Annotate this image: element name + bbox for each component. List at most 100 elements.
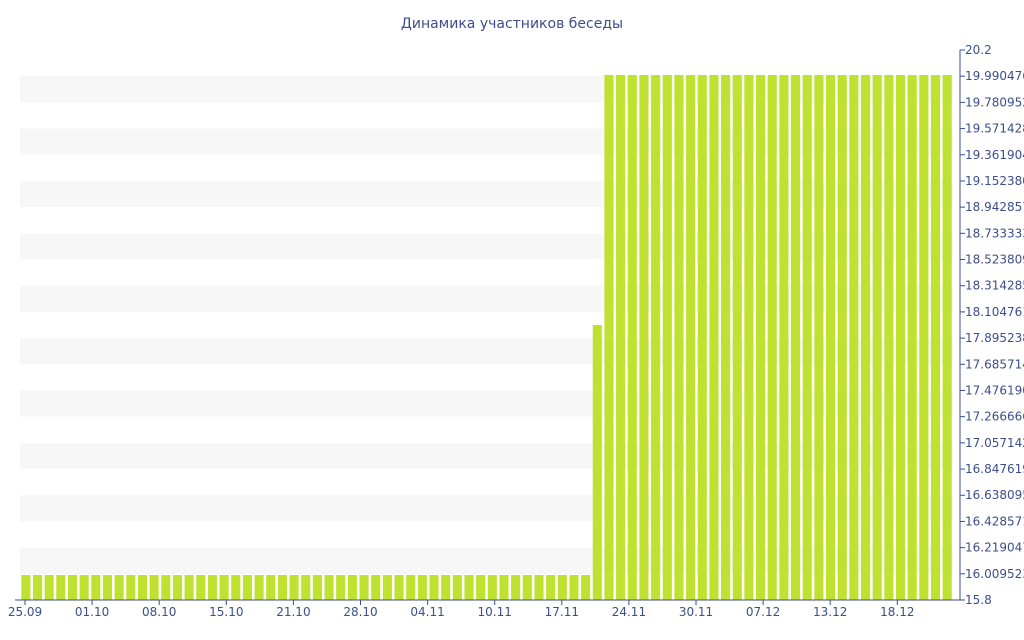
chart-title: Динамика участников беседы xyxy=(401,16,623,32)
bar xyxy=(452,575,462,600)
x-tick-label: 18.12 xyxy=(880,605,914,619)
bar xyxy=(919,75,929,600)
bar xyxy=(417,575,427,600)
bar xyxy=(21,575,31,600)
bar xyxy=(522,575,532,600)
bar xyxy=(137,575,148,600)
x-tick-label: 30.11 xyxy=(679,605,713,619)
bar xyxy=(196,575,206,600)
bar xyxy=(91,575,101,600)
x-tick-label: 08.10 xyxy=(142,605,176,619)
y-tick-label: 19.152380 xyxy=(965,174,1024,188)
bar xyxy=(732,75,742,600)
bar xyxy=(266,575,276,600)
y-tick-label: 19.361904 xyxy=(965,148,1024,162)
bar xyxy=(324,575,334,600)
bar xyxy=(592,325,602,600)
y-tick-label: 17.266666 xyxy=(965,410,1024,424)
y-tick-label: 19.990476 xyxy=(965,69,1024,83)
y-tick-label: 16.847619 xyxy=(965,462,1024,476)
bar xyxy=(546,575,556,600)
x-axis: 25.09 01.10 08.10 15.10 21.10 28.10 04.11 10.11… xyxy=(8,599,960,619)
y-tick-label: 16.219047 xyxy=(965,541,1024,555)
grid-band xyxy=(20,442,953,470)
y-tick-label: 19.780952 xyxy=(965,95,1024,109)
bar xyxy=(662,75,672,600)
bar xyxy=(884,75,894,600)
grid-band xyxy=(20,233,953,260)
bar xyxy=(67,575,78,600)
bar xyxy=(32,575,43,600)
bar xyxy=(464,575,474,600)
y-axis: 20.2 19.990476 19.780952 19.571428 19.361904… xyxy=(959,43,1024,607)
grid-bands xyxy=(20,76,953,574)
bar xyxy=(487,575,497,600)
y-tick-label: 20.2 xyxy=(965,43,992,57)
x-tick-label: 17.11 xyxy=(545,605,579,619)
bar xyxy=(651,75,661,600)
bar xyxy=(277,575,287,600)
grid-band xyxy=(20,547,953,574)
bar xyxy=(79,575,89,600)
x-tick-label: 28.10 xyxy=(343,605,377,619)
bar xyxy=(429,575,439,600)
bar xyxy=(709,75,719,600)
x-tick-label: 01.10 xyxy=(75,605,109,619)
bar xyxy=(907,75,917,600)
bar xyxy=(114,575,124,600)
bar xyxy=(56,575,66,600)
y-tick-label: 19.571428 xyxy=(965,122,1024,136)
bar xyxy=(242,575,252,600)
bar xyxy=(779,75,789,600)
y-tick-label: 17.057142 xyxy=(965,436,1024,450)
bar xyxy=(406,575,416,600)
y-tick-label: 18.104761 xyxy=(965,305,1024,319)
bar xyxy=(254,575,264,600)
bar xyxy=(639,75,649,600)
bar xyxy=(895,75,906,600)
x-tick-label: 07.12 xyxy=(746,605,780,619)
bar xyxy=(930,75,941,600)
y-tick-label: 17.476190 xyxy=(965,383,1024,397)
bar xyxy=(627,75,637,600)
y-tick-label: 16.428571 xyxy=(965,514,1024,528)
bar xyxy=(161,575,171,600)
x-tick-label: 10.11 xyxy=(478,605,512,619)
grid-band xyxy=(20,338,953,365)
bar xyxy=(172,575,182,600)
bar xyxy=(837,75,847,600)
bar xyxy=(476,575,486,600)
bar xyxy=(802,75,812,600)
grid-band xyxy=(20,128,953,155)
bar xyxy=(791,75,801,600)
bar xyxy=(312,575,322,600)
x-tick-label: 13.12 xyxy=(813,605,847,619)
y-tick-label: 15.8 xyxy=(965,593,992,607)
y-tick-label: 18.314285 xyxy=(965,279,1024,293)
grid-band xyxy=(20,390,953,417)
x-tick-label: 15.10 xyxy=(209,605,243,619)
bar xyxy=(499,575,509,600)
bar xyxy=(942,75,952,600)
x-tick-label: 24.11 xyxy=(612,605,646,619)
bars xyxy=(21,75,952,600)
y-tick-label: 17.685714 xyxy=(965,357,1024,371)
grid-band xyxy=(20,495,953,522)
bar xyxy=(126,575,136,600)
bar xyxy=(616,75,626,600)
bar xyxy=(581,575,591,600)
bar xyxy=(511,575,521,600)
bar xyxy=(219,575,229,600)
bar xyxy=(359,575,369,600)
bar xyxy=(756,75,766,600)
bar xyxy=(697,75,707,600)
bar xyxy=(207,575,217,600)
y-tick-label: 17.895238 xyxy=(965,331,1024,345)
bar xyxy=(744,75,754,600)
bar xyxy=(149,575,159,600)
bar xyxy=(557,575,567,600)
grid-band xyxy=(20,285,953,312)
grid-band xyxy=(20,76,953,103)
bar xyxy=(604,75,614,600)
